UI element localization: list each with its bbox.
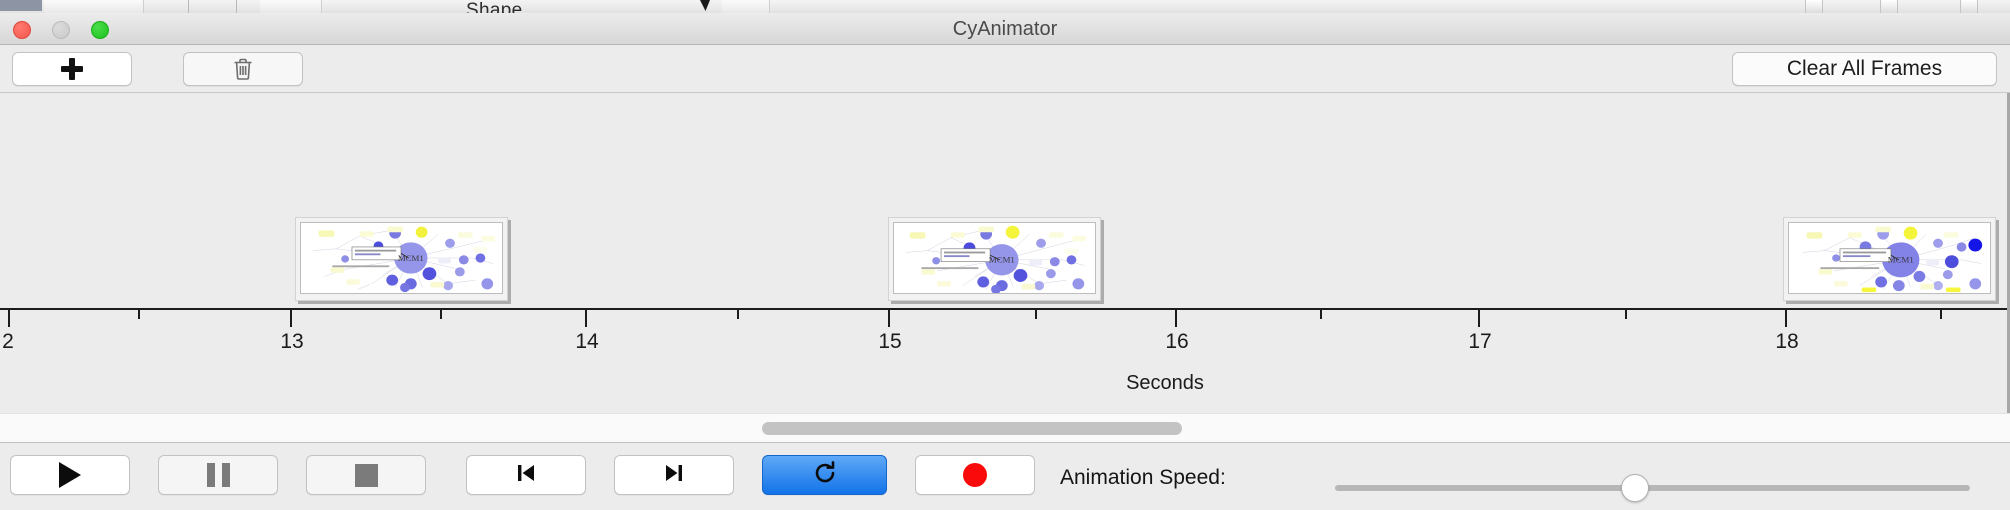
- timeline-ruler-line: [0, 308, 2010, 310]
- ruler-tick-minor: [1035, 310, 1037, 319]
- background-window-divider: [188, 0, 189, 13]
- network-hub-node-label: MCM1: [989, 255, 1015, 265]
- frame-toolbar: Clear All Frames: [0, 45, 2010, 93]
- pause-icon: [206, 463, 230, 487]
- ruler-tick-major: [1478, 310, 1480, 327]
- background-window-scroll-arrow: [1805, 0, 1823, 13]
- ruler-tick-label: 16: [1165, 330, 1189, 353]
- maximize-button[interactable]: [91, 21, 109, 39]
- ruler-tick-major: [1175, 310, 1177, 327]
- record-icon: [963, 463, 987, 487]
- background-window-divider: [236, 0, 237, 13]
- minimize-button[interactable]: [52, 21, 70, 39]
- clear-all-frames-label: Clear All Frames: [1786, 57, 1943, 80]
- skip-to-end-button[interactable]: [614, 455, 734, 495]
- background-window-block: [44, 0, 144, 13]
- background-window-notch: [700, 0, 710, 11]
- loop-button[interactable]: [762, 455, 887, 495]
- slider-track[interactable]: [1335, 485, 1970, 491]
- clear-all-frames-button[interactable]: Clear All Frames: [1732, 52, 1997, 86]
- ruler-tick-major: [290, 310, 292, 327]
- network-thumbnail-image: MCM1: [300, 222, 503, 294]
- background-window-block: [260, 0, 322, 13]
- delete-frame-button[interactable]: [183, 52, 303, 86]
- play-icon: [59, 462, 81, 488]
- animation-speed-label: Animation Speed:: [1060, 466, 1226, 489]
- timeline-axis-title-text: Seconds: [1126, 372, 1204, 394]
- background-window-strip: Shape: [0, 0, 2010, 13]
- timeline-frame-thumbnail[interactable]: MCM1: [888, 217, 1101, 301]
- playback-toolbar: Animation Speed:: [0, 444, 2010, 510]
- timeline-frame-thumbnail[interactable]: MCM1: [1783, 217, 1996, 301]
- ruler-tick-label: 2: [2, 330, 14, 353]
- timeline-horizontal-scrollbar[interactable]: [0, 413, 2010, 443]
- ruler-tick-minor: [138, 310, 140, 319]
- ruler-tick-minor: [737, 310, 739, 319]
- ruler-tick-label: 14: [575, 330, 599, 353]
- network-thumbnail-image: MCM1: [1788, 222, 1991, 294]
- ruler-tick-minor: [1625, 310, 1627, 319]
- ruler-tick-label: 17: [1468, 330, 1492, 353]
- ruler-tick-minor: [1940, 310, 1942, 319]
- timeline-axis-title: Seconds: [0, 372, 2010, 395]
- background-window-block: [722, 0, 770, 13]
- network-thumbnail-image: MCM1: [893, 222, 1096, 294]
- loop-icon: [811, 459, 839, 492]
- record-button[interactable]: [915, 455, 1035, 495]
- ruler-tick-label: 18: [1775, 330, 1799, 353]
- background-window-scroll-arrow: [1960, 0, 1978, 13]
- ruler-tick-minor: [440, 310, 442, 319]
- slider-thumb[interactable]: [1621, 474, 1649, 502]
- plus-icon: [61, 58, 83, 80]
- background-window-label: Shape: [466, 0, 523, 13]
- network-hub-node-label: MCM1: [1888, 255, 1914, 265]
- close-button[interactable]: [13, 21, 31, 39]
- window-titlebar: CyAnimator: [0, 13, 2010, 45]
- timeline-panel[interactable]: MCM1: [0, 93, 2010, 413]
- stop-icon: [354, 463, 378, 487]
- skip-to-start-button[interactable]: [466, 455, 586, 495]
- ruler-tick-major: [1785, 310, 1787, 327]
- timeline-frames-track[interactable]: MCM1: [0, 93, 2010, 308]
- pause-button[interactable]: [158, 455, 278, 495]
- timeline-right-border: [2007, 93, 2010, 413]
- play-button[interactable]: [10, 455, 130, 495]
- ruler-tick-label: 13: [280, 330, 304, 353]
- background-window-scroll-arrow: [1880, 0, 1898, 13]
- animation-speed-slider[interactable]: [1335, 474, 1970, 502]
- scrollbar-thumb[interactable]: [762, 422, 1182, 435]
- skip-start-icon: [513, 460, 539, 491]
- trash-icon: [232, 57, 254, 81]
- network-hub-node-label: MCM1: [398, 253, 424, 263]
- ruler-tick-major: [888, 310, 890, 327]
- stop-button[interactable]: [306, 455, 426, 495]
- ruler-tick-label: 15: [878, 330, 902, 353]
- skip-end-icon: [661, 460, 687, 491]
- ruler-tick-minor: [1320, 310, 1322, 319]
- background-window-sidebar: [0, 0, 42, 11]
- ruler-tick-major: [585, 310, 587, 327]
- ruler-tick-major: [8, 310, 10, 327]
- window-title: CyAnimator: [952, 18, 1058, 40]
- add-frame-button[interactable]: [12, 52, 132, 86]
- timeline-frame-thumbnail[interactable]: MCM1: [295, 217, 508, 301]
